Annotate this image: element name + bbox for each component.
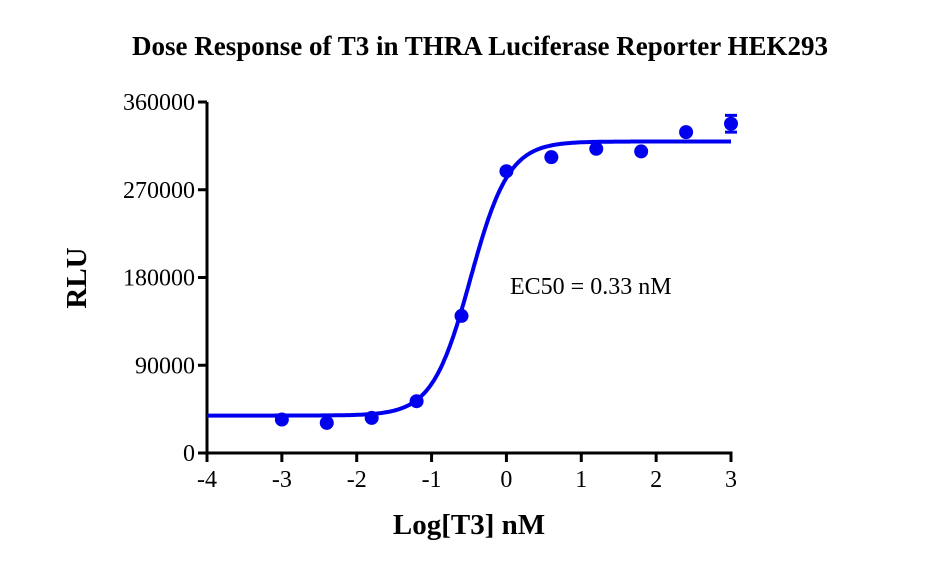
x-tick-label: 2	[650, 467, 662, 493]
y-tick-label: 360000	[123, 90, 195, 116]
x-tick-label: -3	[272, 467, 292, 493]
data-point	[364, 410, 379, 425]
y-tick-label: 270000	[123, 178, 195, 204]
y-tick-label: 180000	[123, 266, 195, 292]
data-point	[319, 415, 334, 430]
data-point	[589, 141, 604, 156]
x-tick-label: 1	[575, 467, 587, 493]
data-point	[409, 394, 424, 409]
data-point	[544, 150, 559, 165]
data-point	[634, 144, 649, 159]
data-point	[724, 116, 738, 131]
ec50-annotation: EC50 = 0.33 nM	[510, 274, 672, 300]
data-marks	[207, 113, 738, 430]
x-tick-label: 0	[500, 467, 512, 493]
data-point	[454, 308, 469, 323]
x-tick-label: -1	[422, 467, 442, 493]
y-axis-label: RLU	[61, 247, 93, 308]
y-tick-label: 0	[183, 441, 195, 467]
x-tick-label: -2	[347, 467, 367, 493]
data-point	[274, 412, 289, 427]
data-point	[679, 125, 694, 140]
y-tick-label: 90000	[135, 353, 195, 379]
chart-title: Dose Response of T3 in THRA Luciferase R…	[132, 31, 828, 61]
x-axis-label: Log[T3] nM	[393, 509, 545, 541]
axes: 0 90000 180000 270000 360000 -4 -3 -2 -1 0 1 2 3	[123, 90, 737, 493]
x-tick-label: 3	[725, 467, 737, 493]
fit-curve	[207, 139, 731, 418]
x-tick-label: -4	[197, 467, 217, 493]
data-point	[499, 164, 514, 179]
